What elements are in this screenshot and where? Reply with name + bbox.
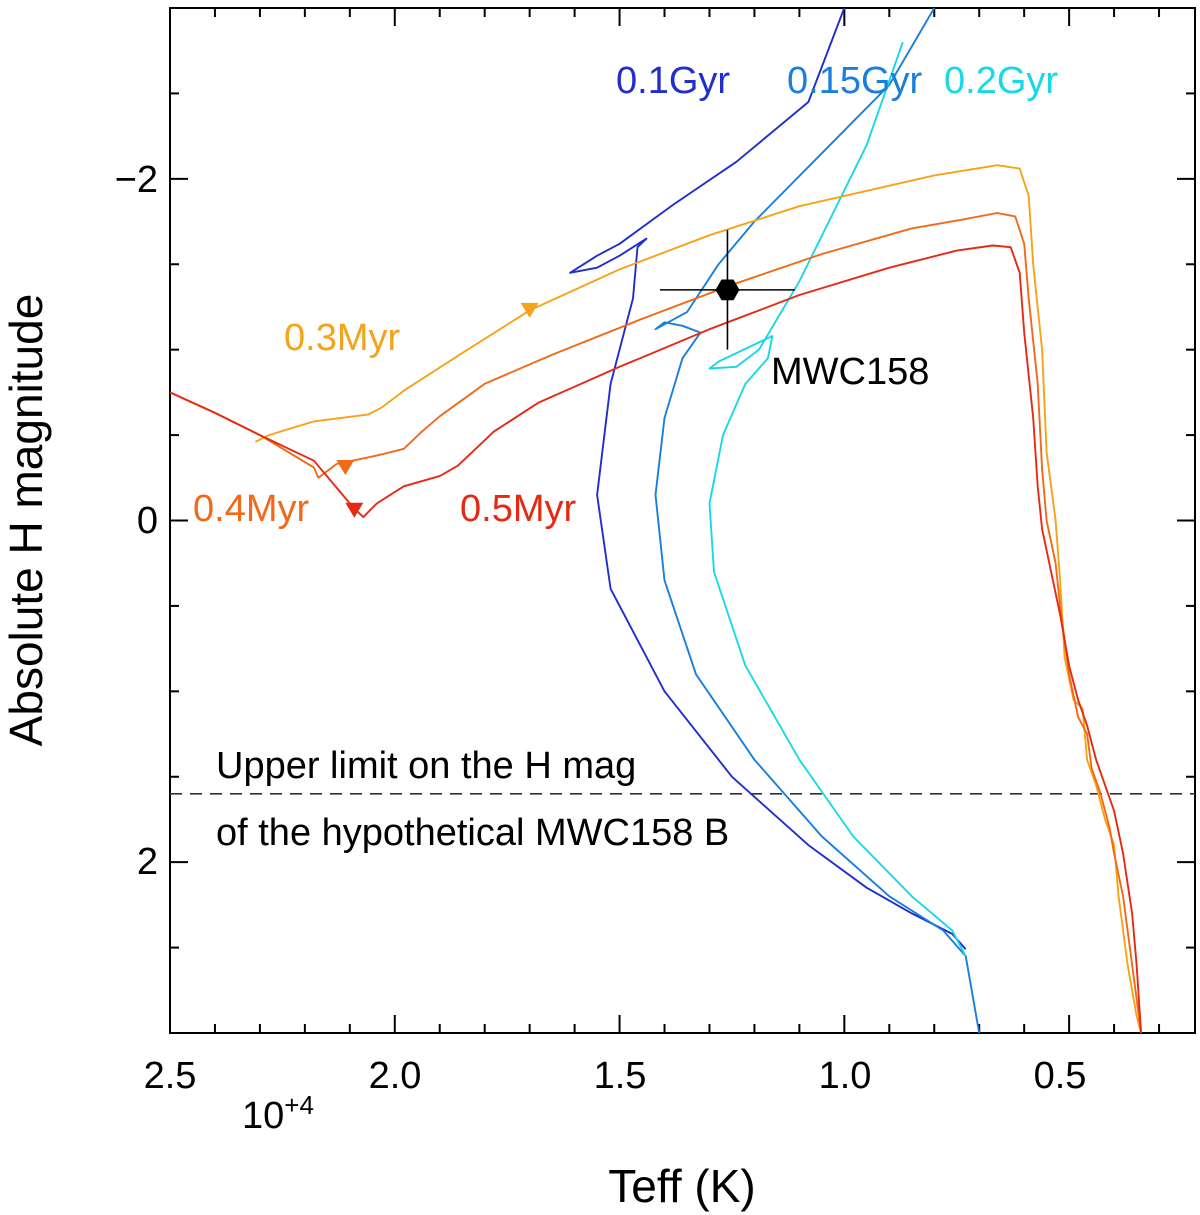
series-0.2Gyr [708,41,967,957]
limit-label-line1: Upper limit on the H mag [216,745,636,787]
limit-label-line2: of the hypothetical MWC158 B [216,812,729,854]
axis-ticks [169,7,1195,1034]
label-0.15gyr: 0.15Gyr [787,60,923,102]
x-tick-label: 2.0 [369,1055,422,1097]
label-0.4myr: 0.4Myr [193,488,309,530]
y-tick-label: 2 [137,841,158,883]
series-0.3Myr [254,164,1143,1034]
data-point-marker [715,279,740,301]
series-0.5Myr [169,244,1143,1034]
x-tick-label: 1.0 [819,1055,872,1097]
triangle-marker-0.3Myr [520,302,539,318]
x-multiplier-label: 10+4 [242,1090,314,1137]
y-tick-label: −2 [115,159,158,201]
series-0.15Gyr [654,7,981,1034]
label-0.1gyr: 0.1Gyr [616,60,730,102]
triangle-markers [336,302,539,518]
data-point-group [660,230,795,350]
y-axis-title: Absolute H magnitude [0,294,52,747]
x-tick-label: 2.5 [144,1055,197,1097]
series-lines [169,7,1143,1034]
series-0.4Myr [169,212,1143,1034]
label-0.2gyr: 0.2Gyr [944,60,1058,102]
y-tick-label: 0 [137,500,158,542]
triangle-marker-0.4Myr [336,460,355,476]
series-0.1Gyr [569,7,967,950]
x-axis-title: Teff (K) [608,1160,755,1212]
label-0.3myr: 0.3Myr [284,317,400,359]
x-tick-label: 1.5 [594,1055,647,1097]
star-label: MWC158 [771,351,929,393]
triangle-marker-0.5Myr [345,502,364,518]
x-tick-label: 0.5 [1034,1055,1087,1097]
label-0.5myr: 0.5Myr [460,488,576,530]
